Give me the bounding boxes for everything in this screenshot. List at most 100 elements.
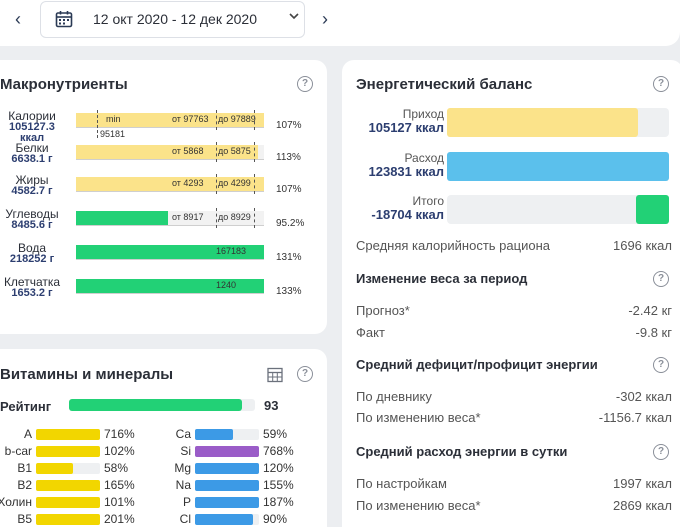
help-icon[interactable]: ? [653, 444, 669, 460]
nutrient-item: B1 58% [0, 461, 156, 475]
nutrient-item: P 187% [155, 495, 315, 509]
macronutrients-card: Макронутриенты ? Калории 105127.3 ккал min… [0, 60, 327, 334]
nutrient-name: Si [180, 444, 191, 458]
macro-to-text: до 4299 [218, 178, 251, 188]
macro-percent: 107% [276, 184, 302, 195]
nutrient-percent: 101% [104, 495, 135, 509]
macro-min-tick [97, 110, 98, 138]
nutrient-bar [36, 480, 100, 491]
nutrient-percent: 716% [104, 427, 135, 441]
nutrient-name: Mg [174, 461, 191, 475]
nutrient-name: b-car [4, 444, 32, 458]
nutrient-bar-fill [36, 429, 100, 440]
macro-range-start-tick [216, 208, 217, 228]
nutrient-bar [36, 463, 100, 474]
macro-range-start-tick [216, 142, 217, 162]
nutrient-bar-fill [195, 514, 253, 525]
nutrient-percent: 187% [263, 495, 294, 509]
macro-name: Калории [8, 109, 56, 123]
macro-percent: 107% [276, 120, 302, 131]
nutrient-name: Ca [175, 427, 191, 441]
macro-value: 105127.3 ккал [9, 121, 55, 144]
macro-bar-fill [76, 211, 169, 226]
date-toolbar: ‹ 12 окт 2020 - 12 дек 2020 › [0, 0, 680, 46]
help-icon[interactable]: ? [297, 76, 313, 92]
nutrient-name: Холин [0, 495, 32, 509]
nutrient-percent: 768% [263, 444, 294, 458]
macro-value: 1653.2 г [11, 287, 53, 299]
weight-change-expense-label: По изменению веса* [356, 498, 481, 513]
nutrient-bar-fill [36, 514, 100, 525]
nutrient-bar [36, 497, 100, 508]
macro-to-text: до 97889 [218, 114, 256, 124]
energy-balance-card: Энергетический баланс ? Приход 105127 кк… [342, 60, 680, 527]
help-icon[interactable]: ? [653, 271, 669, 287]
nutrient-bar [195, 480, 259, 491]
macro-value: 218252 г [9, 253, 55, 265]
macro-row: Белки 6638.1 г от 5868 до 5875 113% [0, 142, 320, 174]
macro-from-text: от 4293 [172, 178, 204, 188]
weight-change-deficit-value: -1156.7 ккал [598, 410, 672, 425]
help-icon[interactable]: ? [653, 76, 669, 92]
expense-label: Расход [404, 151, 444, 165]
macro-baseline [76, 127, 264, 128]
expense-bar [447, 152, 669, 181]
nutrient-name: B2 [17, 478, 32, 492]
macro-label: Жиры 4582.7 г [0, 174, 64, 197]
nutrient-item: Холин 101% [0, 495, 156, 509]
macro-row: Калории 105127.3 ккал min от 97763 до 97889 9… [0, 110, 320, 144]
date-range-picker[interactable]: 12 окт 2020 - 12 дек 2020 [40, 1, 305, 38]
nutrient-name: P [182, 495, 191, 509]
nutrient-bar [195, 429, 259, 440]
macro-under-text: 95181 [100, 129, 126, 139]
nutrient-item: B5 201% [0, 512, 156, 526]
nutrient-bar-fill [195, 480, 259, 491]
macro-bar-fill [76, 245, 264, 260]
nutrient-bar [36, 446, 100, 457]
macro-value: 6638.1 г [11, 153, 53, 165]
nutrient-bar-fill [36, 480, 100, 491]
nutrient-percent: 58% [104, 461, 129, 475]
macro-baseline [76, 191, 264, 192]
macro-label: Вода 218252 г [0, 242, 64, 265]
nutrient-percent: 201% [104, 512, 135, 526]
macro-name: Углеводы [5, 207, 59, 221]
vitamins-title: Витамины и минералы [0, 366, 174, 383]
nutrient-bar-fill [36, 497, 100, 508]
energy-total-row: Итого -18704 ккал [342, 193, 672, 227]
macro-center-text: 1240 [216, 280, 237, 290]
macro-row: Углеводы 8485.6 г от 8917 до 8929 95.2% [0, 208, 320, 240]
macro-range-end-tick [254, 142, 255, 162]
help-icon[interactable]: ? [653, 357, 669, 373]
macro-value: 4582.7 г [11, 185, 53, 197]
macro-label: Калории 105127.3 ккал [0, 110, 64, 144]
nutrient-bar [36, 514, 100, 525]
nutrient-bar-fill [195, 497, 259, 508]
macro-baseline [76, 225, 264, 226]
table-icon[interactable] [267, 367, 283, 383]
macro-range-start-tick [216, 174, 217, 194]
diary-label: По дневнику [356, 389, 432, 404]
forecast-value: -2.42 кг [628, 303, 672, 318]
macro-from-text: от 5868 [172, 146, 204, 156]
macronutrients-list: Калории 105127.3 ккал min от 97763 до 97889 9… [0, 110, 327, 330]
prev-period-button[interactable]: ‹ [15, 9, 21, 29]
macro-row: Вода 218252 г 167183 131% [0, 242, 320, 274]
energy-income-row: Приход 105127 ккал [342, 106, 672, 140]
fact-label: Факт [356, 325, 385, 340]
next-period-button[interactable]: › [322, 9, 328, 29]
nutrient-bar [195, 446, 259, 457]
nutrient-bar [195, 497, 259, 508]
macro-baseline [76, 159, 264, 160]
help-icon[interactable]: ? [297, 366, 313, 382]
nutrient-bar-fill [36, 446, 100, 457]
settings-value: 1997 ккал [612, 476, 672, 491]
vitamins-card: Витамины и минералы ? Рейтинг 93 A 716% b-… [0, 349, 327, 527]
nutrient-bar [36, 429, 100, 440]
nutrient-name: A [23, 427, 32, 441]
nutrient-bar-fill [195, 429, 233, 440]
deficit-title: Средний дефицит/профицит энергии [356, 357, 598, 372]
macro-baseline [76, 293, 264, 294]
forecast-label: Прогноз* [356, 303, 410, 318]
energy-balance-title: Энергетический баланс [356, 76, 533, 93]
